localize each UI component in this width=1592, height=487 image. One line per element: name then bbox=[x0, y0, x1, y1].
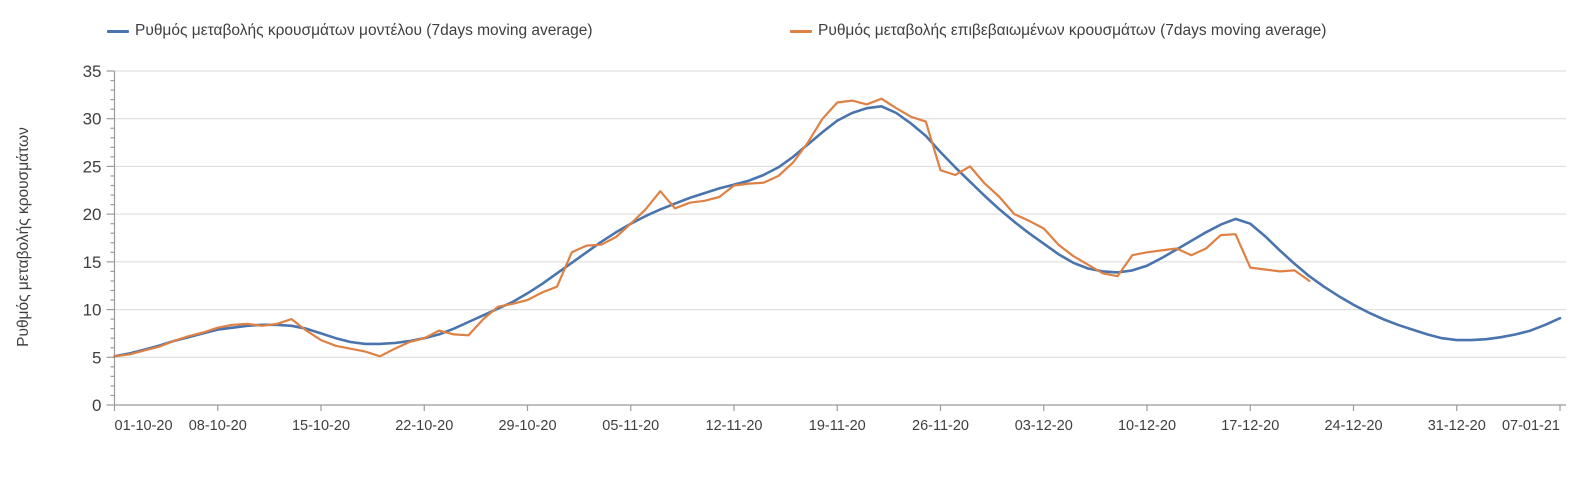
x-tick-label-12-11-20: 12-11-20 bbox=[706, 418, 763, 434]
legend-label-model: Ρυθμός μεταβολής κρουσμάτων μοντέλου (7d… bbox=[135, 22, 593, 39]
legend-swatch-model-line-icon bbox=[107, 29, 129, 33]
x-tick-label-03-12-20: 03-12-20 bbox=[1015, 418, 1073, 434]
y-tick-label-0: 0 bbox=[92, 396, 101, 415]
y-tick-label-30: 30 bbox=[83, 110, 102, 129]
series-lines bbox=[113, 97, 1562, 358]
gridlines bbox=[114, 70, 1566, 358]
x-axis-ticks: 01-10-20 08-10-20 15-10-20 22-10-20 29-10-20… bbox=[113, 405, 1561, 434]
series-line-model bbox=[113, 105, 1562, 358]
x-tick-label-26-11-20: 26-11-20 bbox=[912, 418, 969, 434]
x-tick-label-15-10-20: 15-10-20 bbox=[292, 418, 350, 434]
y-tick-label-25: 25 bbox=[83, 157, 102, 176]
x-tick-label-17-12-20: 17-12-20 bbox=[1221, 418, 1279, 434]
y-tick-label-15: 15 bbox=[83, 253, 102, 272]
y-tick-label-35: 35 bbox=[83, 62, 102, 81]
x-tick-label-01-10-20: 01-10-20 bbox=[115, 418, 173, 434]
axes bbox=[113, 71, 1566, 406]
chart-legend: Ρυθμός μεταβολής κρουσμάτων μοντέλου (7d… bbox=[0, 22, 1592, 48]
x-tick-label-05-11-20: 05-11-20 bbox=[602, 418, 659, 434]
y-tick-label-5: 5 bbox=[92, 348, 101, 367]
x-tick-label-07-01-21: 07-01-21 bbox=[1502, 418, 1560, 434]
x-tick-label-22-10-20: 22-10-20 bbox=[395, 418, 453, 434]
x-tick-label-10-12-20: 10-12-20 bbox=[1118, 418, 1176, 434]
legend-label-confirmed: Ρυθμός μεταβολής επιβεβαιωμένων κρουσμάτ… bbox=[818, 22, 1327, 39]
y-axis-title: Ρυθμός μεταβολής κρουσμάτων bbox=[15, 127, 32, 347]
legend-item-confirmed[interactable]: Ρυθμός μεταβολής επιβεβαιωμένων κρουσμάτ… bbox=[790, 22, 1326, 40]
y-tick-label-20: 20 bbox=[83, 205, 102, 224]
series-line-confirmed bbox=[113, 97, 1311, 358]
y-axis-ticks: 0 5 10 15 20 25 30 35 bbox=[83, 62, 115, 415]
x-tick-label-08-10-20: 08-10-20 bbox=[189, 418, 247, 434]
x-tick-label-29-10-20: 29-10-20 bbox=[498, 418, 556, 434]
legend-item-model[interactable]: Ρυθμός μεταβολής κρουσμάτων μοντέλου (7d… bbox=[107, 22, 593, 40]
x-tick-label-31-12-20: 31-12-20 bbox=[1428, 418, 1486, 434]
y-tick-label-10: 10 bbox=[83, 301, 102, 320]
legend-swatch-confirmed-line-icon bbox=[790, 29, 812, 33]
x-tick-label-19-11-20: 19-11-20 bbox=[809, 418, 866, 434]
x-tick-label-24-12-20: 24-12-20 bbox=[1324, 418, 1382, 434]
